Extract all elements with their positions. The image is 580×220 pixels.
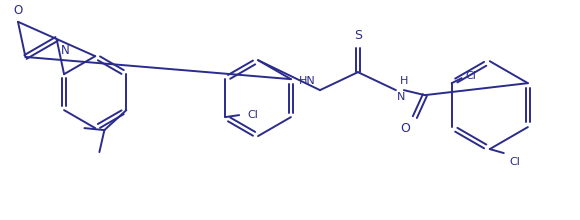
- Text: N: N: [397, 92, 405, 102]
- Text: Cl: Cl: [466, 71, 477, 81]
- Text: S: S: [354, 29, 362, 42]
- Text: N: N: [60, 44, 70, 57]
- Text: H: H: [400, 76, 408, 86]
- Text: Cl: Cl: [247, 110, 258, 120]
- Text: O: O: [400, 122, 410, 135]
- Text: Cl: Cl: [510, 157, 521, 167]
- Text: O: O: [13, 4, 23, 17]
- Text: HN: HN: [299, 76, 316, 86]
